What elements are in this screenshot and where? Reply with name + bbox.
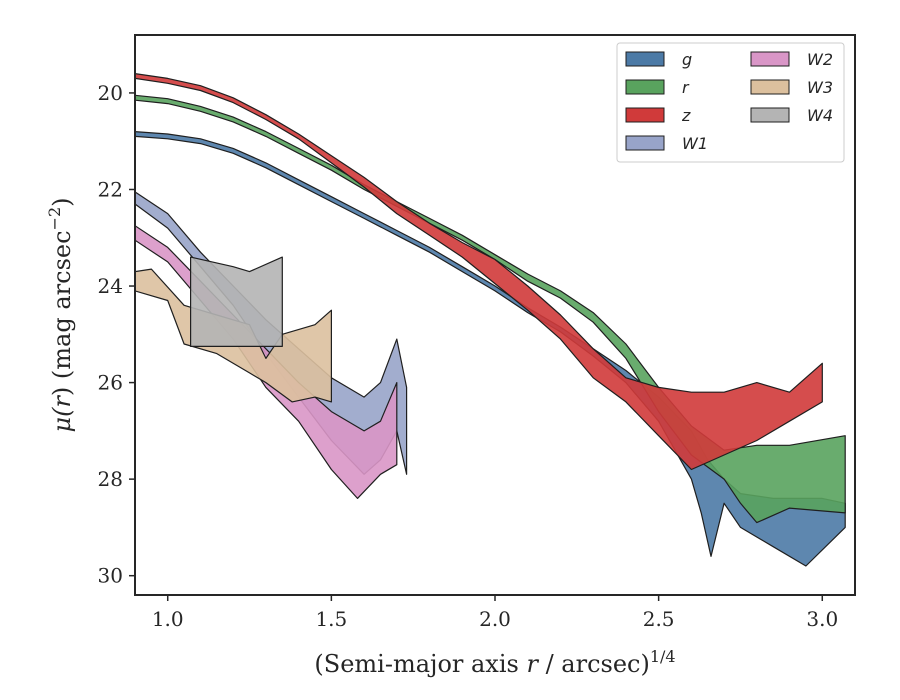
x-tick-label: 2.0 [479, 607, 511, 631]
legend-swatch-w4 [750, 107, 790, 123]
legend-label-r: r [682, 78, 690, 97]
y-tick-label: 20 [98, 81, 123, 105]
legend-label-w1: W1 [682, 134, 708, 153]
x-tick-label: 2.5 [643, 607, 675, 631]
legend-swatch-w2 [750, 51, 790, 67]
legend-swatch-w3 [750, 79, 790, 95]
legend-swatch-r [625, 79, 665, 95]
legend-swatch-w1 [625, 135, 665, 151]
legend-label-g: g [682, 50, 692, 69]
x-tick-label: 1.5 [315, 607, 347, 631]
legend-label-w4: W4 [807, 106, 833, 125]
y-tick-label: 22 [98, 177, 123, 201]
x-tick-label: 1.0 [152, 607, 184, 631]
legend-swatch-g [625, 51, 665, 67]
band-z [135, 72, 823, 471]
y-tick-label: 30 [98, 564, 123, 588]
y-axis-label: μ(r) (mag arcsec−2) [45, 197, 76, 432]
band-w4 [190, 256, 283, 347]
x-axis-ticks: 1.0 1.5 2.0 2.5 3.0 [152, 595, 838, 631]
x-axis-label: (Semi-major axis r / arcsec)1/4 [314, 647, 675, 678]
legend-swatch-z [625, 107, 665, 123]
x-tick-label: 3.0 [806, 607, 838, 631]
legend-label-w3: W3 [807, 78, 833, 97]
band-g [135, 131, 846, 567]
legend-box [616, 42, 845, 163]
profile-bands [135, 72, 846, 567]
legend-label-z: z [681, 106, 691, 125]
y-axis-ticks: 20 22 24 26 28 30 [98, 81, 135, 588]
legend: grz W1 W2 W3 W4 [616, 42, 845, 163]
y-tick-label: 26 [98, 371, 123, 395]
legend-label-w2: W2 [807, 50, 833, 69]
y-tick-label: 28 [98, 467, 123, 491]
y-tick-label: 24 [98, 274, 123, 298]
